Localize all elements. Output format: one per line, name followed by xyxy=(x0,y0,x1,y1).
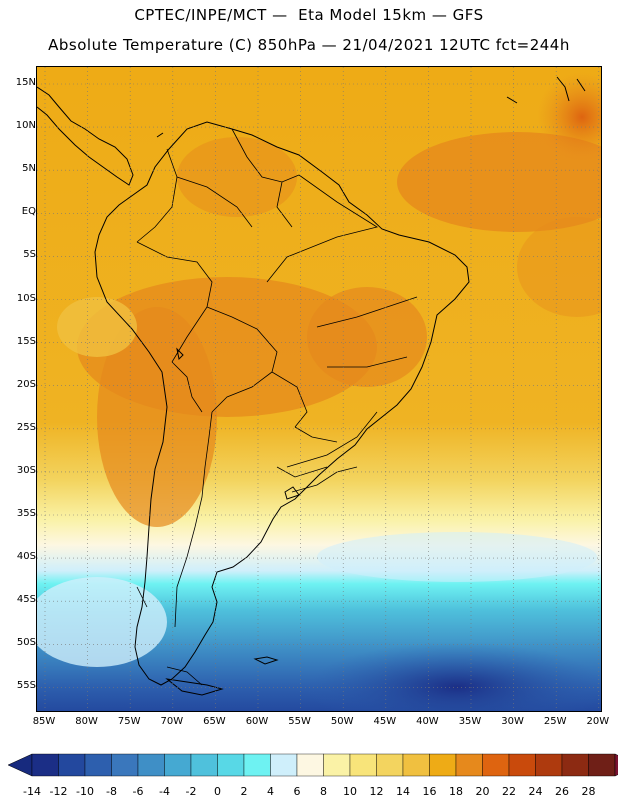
lon-label: 60W xyxy=(245,716,269,727)
lat-label: 30S xyxy=(16,464,36,476)
lat-label: 15S xyxy=(16,335,36,347)
colorbar-label: -6 xyxy=(132,785,144,798)
tierra-del-fuego xyxy=(165,678,224,696)
lon-label: 85W xyxy=(32,716,56,727)
lon-label: 75W xyxy=(117,716,141,727)
colorbar-swatch xyxy=(190,753,218,777)
colorbar-under-arrow xyxy=(7,753,33,777)
lake-titicaca xyxy=(176,347,184,361)
colorbar-over-arrow xyxy=(614,753,618,777)
lon-label: 55W xyxy=(288,716,311,727)
colorbar-label: 26 xyxy=(555,785,569,798)
colorbar-label: 0 xyxy=(214,785,221,798)
warm-zone-atlantic-east xyxy=(517,217,601,317)
lon-label: 30W xyxy=(501,716,524,727)
colorbar-swatch xyxy=(84,753,112,777)
colorbar-label: 4 xyxy=(267,785,274,798)
lon-label: 40W xyxy=(416,716,439,727)
colorbar-swatch xyxy=(270,753,298,777)
colorbar-label: -4 xyxy=(159,785,170,798)
colorbar-swatch xyxy=(323,753,351,777)
caribbean-islands xyxy=(156,76,586,138)
colorbar-swatch xyxy=(349,753,377,777)
central-america-coastline xyxy=(37,86,134,186)
south-america-coastline xyxy=(94,121,470,686)
colorbar-label: 18 xyxy=(449,785,463,798)
map-svg xyxy=(37,67,601,711)
temperature-map xyxy=(36,66,602,712)
colorbar-label: 10 xyxy=(343,785,357,798)
colorbar-swatch xyxy=(111,753,139,777)
lon-label: 20W xyxy=(586,716,610,727)
colorbar-label: -8 xyxy=(106,785,117,798)
cool-zone-pacific xyxy=(57,297,137,357)
colorbar-swatch xyxy=(376,753,404,777)
colorbar-swatch xyxy=(482,753,510,777)
colorbar-label: 2 xyxy=(240,785,248,798)
lat-label: 5S xyxy=(23,249,36,261)
lon-label: 35W xyxy=(458,716,482,727)
colorbar-swatch xyxy=(243,753,271,777)
warm-zone-venezuela xyxy=(177,137,297,217)
lat-label: 10S xyxy=(16,292,36,304)
colorbar-swatch xyxy=(58,753,86,777)
cool-band-subtropics xyxy=(317,532,597,582)
lat-label: 50S xyxy=(16,637,36,649)
colorbar-swatch xyxy=(137,753,165,777)
colorbar-label: 20 xyxy=(475,785,490,798)
colorbar-label: 22 xyxy=(502,785,516,798)
color-scale-bar xyxy=(7,753,618,777)
lat-label: 5N xyxy=(22,163,36,175)
colorbar-label: 14 xyxy=(396,785,410,798)
colorbar-label: -10 xyxy=(76,785,94,798)
colorbar-label: 28 xyxy=(581,785,596,798)
colorbar-swatch xyxy=(217,753,245,777)
lagoa-dos-patos xyxy=(284,486,300,500)
lat-label: 25S xyxy=(16,421,36,433)
warm-zone-atlantic-north xyxy=(397,132,601,232)
lon-label: 80W xyxy=(75,716,98,727)
lat-label: 55S xyxy=(16,680,36,692)
colorbar-label: -2 xyxy=(185,785,197,798)
hot-zone-northeast xyxy=(537,72,601,162)
lon-label: 65W xyxy=(203,716,226,727)
colorbar-swatch xyxy=(455,753,483,777)
lat-label: EQ xyxy=(21,206,36,218)
chart-title: CPTEC/INPE/MCT — Eta Model 15km — GFS xyxy=(134,6,484,24)
colorbar-swatch xyxy=(296,753,324,777)
lon-label: 25W xyxy=(543,716,567,727)
cold-zone-south-atlantic xyxy=(307,642,601,711)
lon-label: 45W xyxy=(373,716,397,727)
lon-label: 70W xyxy=(160,716,184,727)
colorbar-label: 12 xyxy=(369,785,384,798)
colorbar-swatch xyxy=(535,753,563,777)
lat-label: 45S xyxy=(16,594,36,606)
colorbar-label: 24 xyxy=(528,785,543,798)
colorbar-swatch xyxy=(561,753,589,777)
chart-subtitle: Absolute Temperature (C) 850hPa — 21/04/… xyxy=(48,36,570,54)
warm-zone-andes xyxy=(97,307,217,527)
country-borders xyxy=(136,128,418,686)
lat-label: 15N xyxy=(15,77,36,88)
colorbar-label: -12 xyxy=(49,785,68,798)
colorbar-swatch xyxy=(164,753,192,777)
colorbar-label: 8 xyxy=(320,785,327,798)
colorbar-label: 16 xyxy=(422,785,437,798)
lat-label: 20S xyxy=(16,378,36,390)
colorbar-swatch xyxy=(508,753,536,777)
colorbar-swatch xyxy=(31,753,59,777)
colorbar-swatch xyxy=(429,753,457,777)
lon-label: 50W xyxy=(330,716,354,727)
falkland-islands xyxy=(253,656,279,665)
lat-label: 10N xyxy=(15,120,36,132)
lat-label: 40S xyxy=(16,551,36,563)
colorbar-swatch xyxy=(588,753,616,777)
warm-zone-brazil xyxy=(307,287,427,387)
colorbar-label: 6 xyxy=(293,785,301,798)
colorbar-swatch xyxy=(402,753,430,777)
colorbar-label: -14 xyxy=(23,785,41,798)
lat-label: 35S xyxy=(16,508,36,519)
